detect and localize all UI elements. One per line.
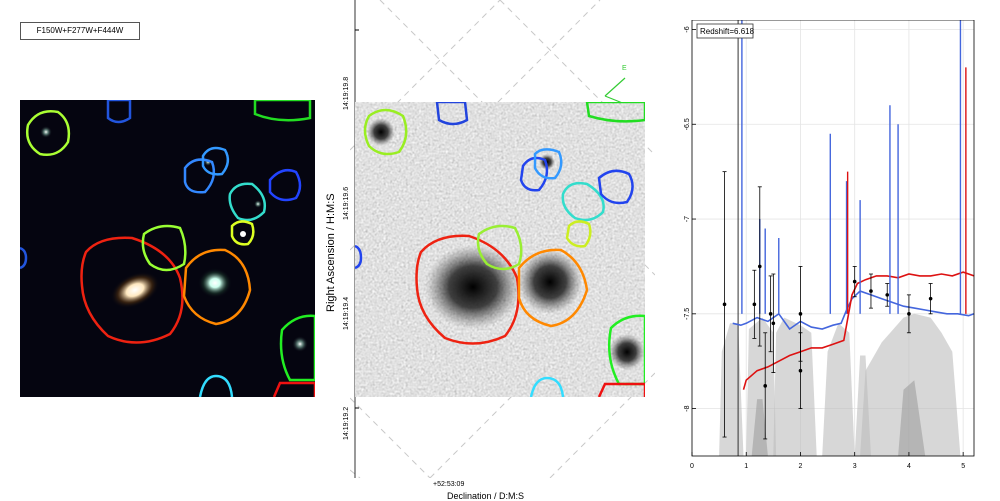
- ra-tick-1: 14:19:19.8: [343, 76, 350, 110]
- aperture-8: [230, 220, 255, 246]
- ra-axis-title: Right Ascension / H:M:S: [325, 193, 337, 312]
- y-tick-label-0: -6: [684, 26, 691, 32]
- aperture-edge: [20, 246, 28, 270]
- photometry-point-3: [763, 384, 768, 388]
- sed-chart-panel: 0 1 2 3 4 5 -6 -6.5 -7 -7.5 -8 Redshift=6.618: [680, 19, 980, 482]
- y-tick-label-2: -7: [684, 216, 691, 222]
- transmission-curve-1: [746, 317, 777, 456]
- main-galaxy: [110, 271, 160, 309]
- photometry-points: [722, 171, 933, 440]
- ra-tick-4: 14:19:19.2: [343, 406, 350, 440]
- photometry-point-1: [752, 302, 757, 307]
- transmission-curve-3: [822, 323, 855, 456]
- aperture-gray-1: [363, 108, 408, 156]
- x-tick-label-3: 3: [853, 463, 857, 470]
- aperture-10: [141, 224, 187, 272]
- transmission-curve-0: [719, 323, 744, 456]
- rgb-image-panel: [20, 100, 315, 397]
- redshift-annotation: Redshift=6.618: [700, 27, 755, 36]
- rgb-image: [20, 100, 315, 397]
- filter-transmission-curves: [719, 20, 961, 456]
- filter-legend: F150W+F277W+F444W: [20, 22, 140, 40]
- transmission-curve-6: [898, 380, 926, 456]
- photometry-point-11: [907, 312, 911, 316]
- x-tick-label-1: 1: [744, 463, 748, 470]
- grayscale-image: [355, 102, 645, 397]
- transmission-curve-2: [773, 317, 817, 456]
- photometry-point-9: [869, 289, 873, 293]
- photometry-point-10: [885, 293, 890, 297]
- photometry-point-6: [798, 368, 803, 373]
- y-tick-label-1: -6.5: [684, 118, 691, 130]
- aperture-5: [201, 146, 230, 176]
- photometry-point-12: [928, 296, 933, 301]
- ra-tick-3: 14:19:19.4: [343, 296, 350, 330]
- aperture-14: [272, 381, 315, 397]
- aperture-1: [26, 110, 71, 156]
- compass-east-label: E: [622, 65, 627, 72]
- photometry-point-0: [722, 302, 727, 307]
- x-tick-label-0: 0: [690, 463, 694, 470]
- dec-tick-1: +52:53:09: [433, 481, 465, 488]
- aperture-7: [268, 169, 302, 202]
- photometry-point-4: [768, 312, 773, 316]
- model-series-0: [732, 290, 975, 331]
- dec-axis-title: Declination / D:M:S: [447, 491, 525, 501]
- y-ticks: -6 -6.5 -7 -7.5 -8: [684, 26, 696, 412]
- transmission-curve-7: [751, 399, 768, 456]
- x-tick-label-2: 2: [799, 463, 803, 470]
- aperture-6: [228, 182, 266, 222]
- aperture-3: [253, 100, 312, 122]
- x-tick-label-4: 4: [907, 463, 911, 470]
- x-ticks: 0 1 2 3 4 5: [690, 452, 965, 470]
- ra-tick-2: 14:19:19.6: [343, 186, 350, 220]
- x-tick-label-5: 5: [961, 463, 965, 470]
- aperture-11: [182, 248, 252, 326]
- plot-frame: [691, 19, 975, 457]
- photometry-point-5: [771, 321, 776, 326]
- y-tick-label-4: -8: [684, 405, 691, 411]
- aperture-2: [106, 100, 132, 124]
- photometry-point-7: [798, 312, 803, 316]
- photometry-point-2: [757, 264, 762, 269]
- sed-chart: 0 1 2 3 4 5 -6 -6.5 -7 -7.5 -8 Redshift=6.618: [684, 19, 975, 470]
- aperture-12: [279, 314, 315, 382]
- y-tick-label-3: -7.5: [684, 308, 691, 320]
- model-series: [732, 20, 975, 390]
- companion-galaxy: [198, 268, 232, 298]
- aperture-13: [198, 374, 234, 397]
- photometry-point-8: [852, 279, 857, 284]
- compass: [604, 77, 626, 105]
- aperture-4: [183, 158, 216, 194]
- aperture-9: [80, 236, 184, 344]
